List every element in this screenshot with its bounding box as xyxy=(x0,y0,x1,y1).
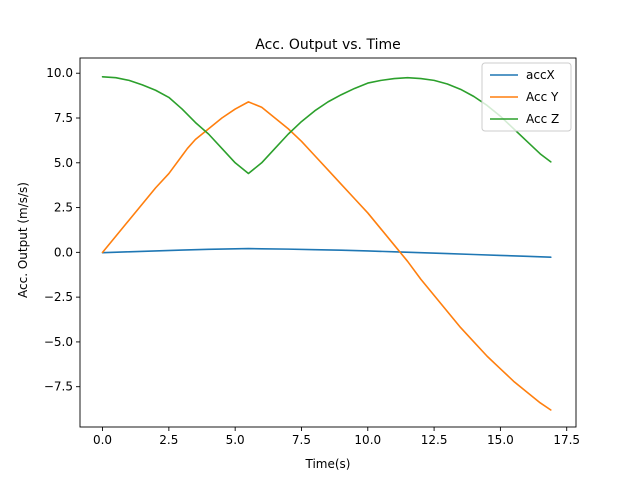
legend-label: Acc Y xyxy=(526,90,559,104)
series-line-accx xyxy=(101,247,552,258)
axes-layer: 0.0 2.5 5.0 7.5 10.0 12.5 15.0 17.5 10.0 7.5 5.0 2.… xyxy=(44,57,580,447)
x-tick-label: 5.0 xyxy=(226,433,245,447)
y-tick-label: −5.0 xyxy=(44,335,73,349)
x-tick-label: 0.0 xyxy=(93,433,112,447)
x-tick-label: 10.0 xyxy=(354,433,381,447)
x-tick-label: 15.0 xyxy=(487,433,514,447)
chart-title: Acc. Output vs. Time xyxy=(255,37,400,53)
series-layer xyxy=(101,76,552,411)
series-line-acc-z xyxy=(101,76,552,175)
x-tick-label: 17.5 xyxy=(553,433,580,447)
x-tick-label: 2.5 xyxy=(159,433,178,447)
series-line-acc-y xyxy=(101,101,552,411)
y-axis-label: Acc. Output (m/s/s) xyxy=(16,182,30,298)
axes-frame xyxy=(79,57,577,428)
y-tick-label: 0.0 xyxy=(54,245,73,259)
legend-label: Acc Z xyxy=(526,112,559,126)
x-tick-label: 12.5 xyxy=(421,433,448,447)
x-axis-label: Time(s) xyxy=(305,457,351,471)
y-tick-label: 5.0 xyxy=(54,156,73,170)
legend: accX Acc Y Acc Z xyxy=(481,62,572,132)
y-tick-label: 10.0 xyxy=(46,66,73,80)
legend-label: accX xyxy=(526,68,555,82)
y-tick-label: −7.5 xyxy=(44,380,73,394)
legend-box xyxy=(481,62,572,132)
y-tick-label: 2.5 xyxy=(54,201,73,215)
y-tick-label: 7.5 xyxy=(54,111,73,125)
x-tick-label: 7.5 xyxy=(292,433,311,447)
y-tick-label: −2.5 xyxy=(44,290,73,304)
